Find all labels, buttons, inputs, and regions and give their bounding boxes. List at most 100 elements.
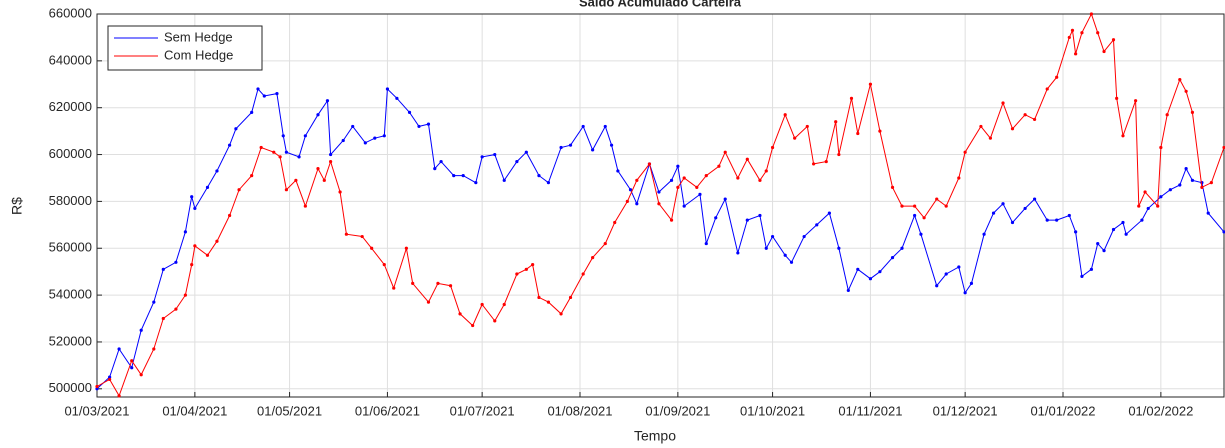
data-point bbox=[723, 150, 727, 154]
x-tick-label: 01/05/2021 bbox=[257, 403, 322, 418]
data-point bbox=[461, 174, 465, 178]
data-point bbox=[745, 218, 749, 222]
data-point bbox=[1143, 190, 1147, 194]
data-point bbox=[1159, 195, 1163, 199]
data-point bbox=[1089, 12, 1094, 16]
data-point bbox=[736, 251, 740, 255]
data-point bbox=[360, 234, 364, 239]
data-point bbox=[1146, 206, 1150, 211]
data-point bbox=[392, 286, 396, 290]
data-point bbox=[982, 232, 986, 236]
data-point bbox=[1111, 227, 1116, 232]
data-point bbox=[329, 152, 333, 157]
data-point bbox=[764, 246, 768, 250]
data-point bbox=[190, 263, 194, 267]
data-point bbox=[275, 92, 279, 96]
data-point bbox=[117, 394, 121, 398]
data-point bbox=[603, 241, 607, 246]
data-point bbox=[1178, 77, 1182, 82]
data-point bbox=[458, 312, 462, 316]
data-point bbox=[341, 138, 345, 143]
data-point bbox=[183, 230, 187, 234]
data-point bbox=[657, 190, 661, 194]
data-point bbox=[130, 359, 134, 363]
data-point bbox=[846, 288, 850, 293]
data-point bbox=[205, 253, 210, 257]
data-point bbox=[714, 216, 718, 220]
data-point bbox=[745, 157, 749, 161]
data-point bbox=[117, 347, 121, 351]
data-point bbox=[108, 375, 112, 379]
data-point bbox=[824, 159, 828, 164]
data-point bbox=[493, 319, 497, 323]
data-point bbox=[935, 284, 939, 288]
data-point bbox=[1045, 87, 1049, 91]
data-point bbox=[284, 150, 289, 154]
y-tick-label: 520000 bbox=[49, 333, 92, 348]
data-point bbox=[1134, 99, 1138, 103]
data-point bbox=[856, 267, 860, 271]
data-point bbox=[827, 211, 831, 215]
data-point bbox=[237, 188, 241, 192]
data-point bbox=[1124, 232, 1128, 236]
data-point bbox=[969, 281, 974, 285]
legend: Sem Hedge Com Hedge bbox=[107, 25, 263, 71]
data-point bbox=[1222, 230, 1225, 234]
data-point bbox=[682, 176, 686, 180]
data-point bbox=[370, 246, 374, 250]
data-point bbox=[625, 199, 629, 204]
series-line bbox=[96, 12, 1225, 397]
x-tick-label: 01/06/2021 bbox=[355, 403, 420, 418]
data-point bbox=[316, 167, 320, 171]
data-point bbox=[698, 192, 702, 196]
data-point bbox=[837, 246, 841, 250]
data-point bbox=[95, 387, 99, 391]
x-tick-label: 01/11/2021 bbox=[838, 403, 902, 418]
data-point bbox=[1032, 117, 1037, 122]
data-point bbox=[1222, 145, 1225, 150]
data-point bbox=[329, 159, 333, 164]
data-point bbox=[890, 256, 895, 260]
data-point bbox=[193, 244, 197, 248]
data-point bbox=[1102, 248, 1106, 253]
data-point bbox=[426, 122, 431, 126]
data-point bbox=[1206, 211, 1210, 215]
data-point bbox=[1045, 218, 1049, 222]
data-point bbox=[979, 124, 983, 129]
data-point bbox=[1190, 178, 1195, 182]
data-point bbox=[559, 145, 563, 150]
data-point bbox=[316, 113, 320, 117]
data-point bbox=[805, 124, 809, 129]
data-point bbox=[1032, 197, 1037, 201]
data-point bbox=[878, 129, 882, 133]
data-point bbox=[802, 234, 806, 239]
data-point bbox=[793, 136, 797, 140]
y-tick-label: 600000 bbox=[49, 146, 92, 161]
data-point bbox=[1165, 113, 1169, 117]
data-point bbox=[95, 384, 99, 389]
data-point bbox=[297, 155, 301, 159]
data-point bbox=[294, 178, 298, 182]
x-tick-label: 01/08/2021 bbox=[547, 403, 612, 418]
data-point bbox=[758, 213, 762, 218]
data-point bbox=[1080, 274, 1084, 278]
data-point bbox=[922, 216, 926, 220]
data-point bbox=[537, 295, 541, 300]
data-point bbox=[635, 202, 639, 206]
data-point bbox=[1096, 241, 1100, 246]
data-point bbox=[695, 185, 699, 189]
data-point bbox=[161, 316, 165, 321]
data-point bbox=[502, 178, 506, 182]
data-point bbox=[568, 143, 573, 147]
data-point bbox=[234, 127, 238, 131]
y-tick-label: 640000 bbox=[49, 52, 92, 67]
data-point bbox=[385, 87, 390, 91]
data-point bbox=[613, 220, 617, 225]
data-point bbox=[1140, 218, 1144, 222]
data-point bbox=[591, 148, 595, 152]
data-point bbox=[717, 164, 721, 168]
data-point bbox=[452, 174, 456, 178]
data-point bbox=[789, 260, 794, 264]
data-point bbox=[628, 188, 633, 192]
x-tick-label: 01/02/2022 bbox=[1128, 403, 1193, 418]
